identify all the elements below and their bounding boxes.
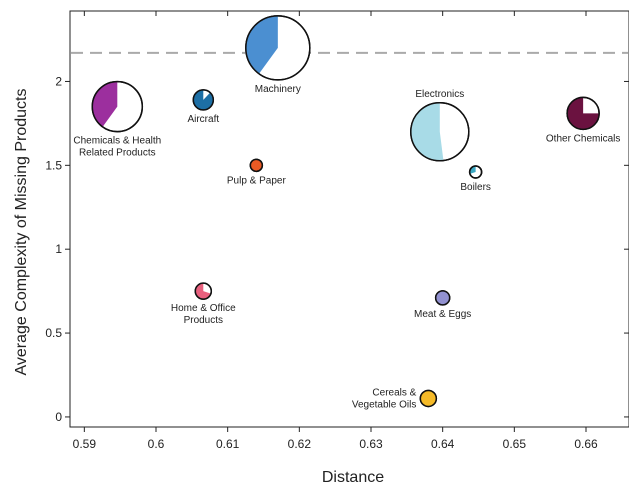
x-tick-label: 0.65: [503, 437, 527, 451]
bubble-slice: [567, 97, 600, 130]
x-tick-label: 0.64: [431, 437, 455, 451]
bubble-outline: [566, 96, 600, 131]
y-tick-label: 0: [55, 410, 62, 424]
bubble-slice: [92, 81, 118, 127]
bubble: Cereals &Vegetable Oils: [352, 387, 438, 410]
bubble-label: Home & Office: [171, 303, 236, 314]
plot-area: 0.59 0.6 0.61 0.62 0.63 0.64 0.65 0.66 0 0.5 1 1.5 2…: [45, 10, 629, 451]
y-axis-title: Average Complexity of Missing Products: [13, 89, 30, 376]
bubble-label: Machinery: [255, 84, 301, 95]
bubble-label: Cereals &: [372, 387, 416, 398]
bubble: Electronics: [410, 89, 470, 162]
bubble-slice: [434, 290, 451, 306]
bubble: Other Chemicals: [546, 96, 620, 144]
bubble-label: Chemicals & Health: [73, 136, 161, 147]
bubble-slice: [193, 89, 214, 110]
plot-frame: [69, 10, 629, 428]
bubble-slice: [410, 102, 444, 161]
y-tick-label: 1.5: [45, 158, 62, 172]
bubble-slice: [249, 158, 264, 173]
bubble-label: Vegetable Oils: [352, 399, 417, 410]
bubble-outline: [194, 282, 213, 300]
bubble-outline: [192, 89, 215, 111]
bubble-outline: [91, 80, 144, 133]
bubble-label: Boilers: [460, 182, 491, 193]
y-tick-label: 1: [55, 242, 62, 256]
x-tick-label: 0.61: [216, 437, 240, 451]
bubble-outline: [245, 15, 311, 81]
y-tick-label: 0.5: [45, 326, 62, 340]
x-tick-label: 0.6: [148, 437, 165, 451]
bubble-slice: [419, 389, 438, 408]
bubble-slice: [245, 15, 278, 74]
x-axis-title: Distance: [322, 469, 384, 486]
bubble-label: Meat & Eggs: [414, 309, 471, 320]
bubble-outline: [410, 102, 470, 162]
bubble: Pulp & Paper: [227, 158, 287, 186]
bubble-slice: [469, 166, 476, 174]
bubble-outline: [468, 165, 483, 179]
bubble-label: Electronics: [415, 89, 464, 100]
bubble-label: Products: [184, 315, 223, 326]
bubble: Boilers: [460, 165, 491, 193]
bubble-label: Related Products: [79, 148, 156, 159]
x-tick-label: 0.63: [359, 437, 383, 451]
bubble-label: Other Chemicals: [546, 133, 620, 144]
bubble: Aircraft: [187, 89, 219, 125]
bubble: Machinery: [245, 15, 311, 95]
x-tick-label: 0.62: [288, 437, 312, 451]
bubble: Meat & Eggs: [414, 290, 471, 320]
bubble-slice: [195, 283, 211, 300]
x-tick-label: 0.66: [574, 437, 598, 451]
bubble-label: Aircraft: [187, 114, 219, 125]
bubble-label: Pulp & Paper: [227, 175, 287, 186]
y-tick-label: 2: [55, 74, 62, 88]
x-tick-label: 0.59: [73, 437, 97, 451]
